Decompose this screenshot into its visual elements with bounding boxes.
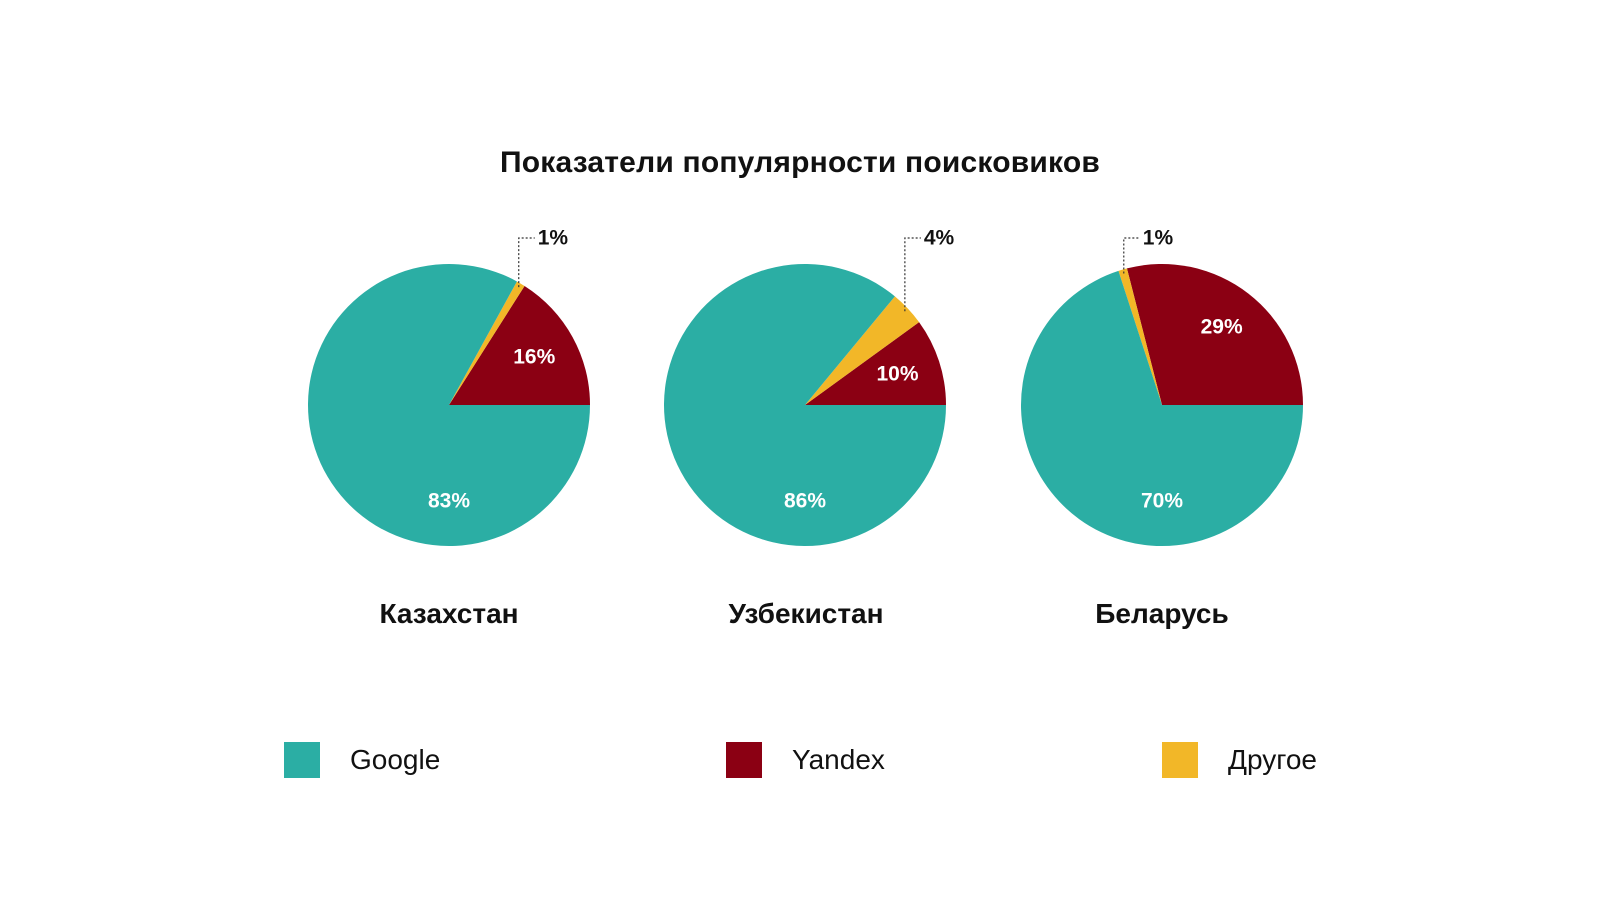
pie-slice-belarus-other: [1118, 268, 1162, 405]
data-label-kazakhstan-google: 83%: [428, 490, 470, 513]
data-label-uzbekistan-google: 86%: [784, 490, 826, 513]
legend-item-google: Google: [284, 742, 440, 778]
data-label-uzbekistan-yandex: 10%: [877, 362, 919, 385]
pie-slice-uzbekistan-other: [805, 296, 920, 405]
data-label-kazakhstan-yandex: 16%: [513, 346, 555, 369]
legend-swatch-other: [1162, 742, 1198, 778]
legend-label-yandex: Yandex: [792, 744, 885, 775]
country-label-uzbekistan: Узбекистан: [728, 598, 884, 629]
legend-swatch-yandex: [726, 742, 762, 778]
pie-slice-kazakhstan-google: [308, 264, 590, 547]
leader-line-uzbekistan-other: [904, 237, 921, 312]
country-label-kazakhstan: Казахстан: [379, 598, 519, 629]
pie-slice-uzbekistan-google: [663, 264, 946, 546]
pie-slice-kazakhstan-yandex: [449, 285, 590, 405]
data-label-belarus-yandex: 29%: [1201, 316, 1243, 339]
data-label-uzbekistan-other: 4%: [924, 227, 955, 250]
pie-slice-belarus-yandex: [1126, 264, 1303, 405]
leader-line-kazakhstan-other: [518, 237, 535, 288]
legend: Google Yandex Другое: [0, 742, 1600, 782]
pie-slice-belarus-google: [1021, 270, 1303, 546]
pie-slice-kazakhstan-other: [449, 281, 525, 405]
country-label-belarus: Беларусь: [1095, 598, 1229, 629]
data-label-belarus-google: 70%: [1141, 490, 1183, 513]
pie-slice-uzbekistan-yandex: [805, 322, 946, 405]
legend-item-yandex: Yandex: [726, 742, 885, 778]
legend-label-google: Google: [350, 744, 441, 775]
legend-item-other: Другое: [1162, 742, 1317, 778]
data-label-belarus-other: 1%: [1143, 227, 1174, 250]
data-label-kazakhstan-other: 1%: [538, 227, 569, 250]
legend-swatch-google: [284, 742, 320, 778]
legend-label-other: Другое: [1228, 744, 1317, 775]
chart-title: Показатели популярности поисковиков: [499, 146, 1101, 179]
